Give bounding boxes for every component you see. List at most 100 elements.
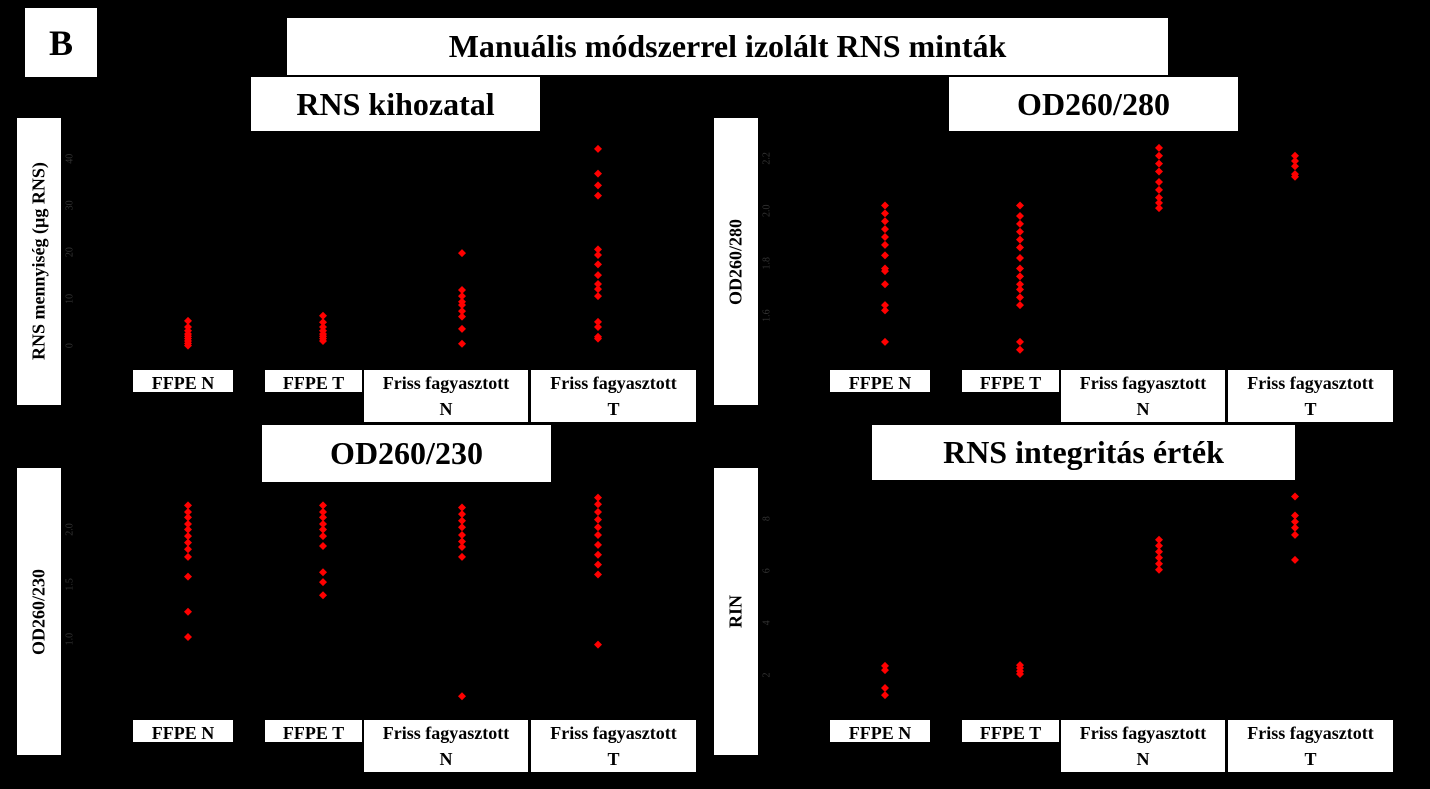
- data-point: [458, 523, 466, 532]
- data-point: [1016, 212, 1024, 221]
- x-tick-label: Friss fagyasztott T: [1228, 720, 1393, 772]
- data-point: [1016, 285, 1024, 294]
- data-point: [594, 260, 602, 269]
- data-point: [1016, 301, 1024, 310]
- y-tick-label: 2: [761, 673, 772, 678]
- data-point: [594, 317, 602, 326]
- data-point: [594, 181, 602, 190]
- data-point: [881, 233, 889, 242]
- y-tick-label: 4: [761, 620, 772, 625]
- data-point: [184, 632, 192, 641]
- data-point: [594, 250, 602, 259]
- y-tick-label: 2.2: [761, 152, 772, 165]
- data-point: [1291, 172, 1299, 181]
- data-point: [319, 507, 327, 516]
- data-point: [1155, 198, 1163, 207]
- data-point: [1016, 219, 1024, 228]
- y-tick-label: 40: [64, 154, 75, 164]
- data-point: [1155, 143, 1163, 152]
- data-point: [458, 537, 466, 546]
- data-point: [594, 540, 602, 549]
- data-point: [458, 503, 466, 512]
- data-point: [1155, 535, 1163, 544]
- data-point: [1016, 280, 1024, 289]
- data-point: [458, 312, 466, 321]
- data-point: [594, 285, 602, 294]
- y-tick-label: 1.0: [64, 633, 75, 646]
- data-point: [1155, 204, 1163, 213]
- data-point: [1155, 565, 1163, 574]
- y-tick-label: 1.6: [761, 309, 772, 322]
- data-point: [594, 493, 602, 502]
- data-point: [881, 267, 889, 276]
- data-point: [319, 501, 327, 510]
- data-point: [594, 191, 602, 200]
- data-point: [184, 341, 192, 350]
- y-tick-label: 0: [64, 343, 75, 348]
- data-point: [184, 507, 192, 516]
- data-point: [594, 550, 602, 559]
- data-point: [319, 336, 327, 345]
- data-point: [1016, 227, 1024, 236]
- y-tick-label: 20: [64, 247, 75, 257]
- data-point: [1291, 162, 1299, 171]
- panel-title: OD260/230: [262, 425, 551, 482]
- data-point: [319, 591, 327, 600]
- data-point: [1155, 547, 1163, 556]
- data-point: [1016, 345, 1024, 354]
- data-point: [458, 307, 466, 316]
- data-point: [184, 545, 192, 554]
- data-point: [1016, 243, 1024, 252]
- data-point: [184, 513, 192, 522]
- panel-title: RNS kihozatal: [251, 77, 540, 131]
- data-point: [1155, 541, 1163, 550]
- data-point: [1016, 264, 1024, 273]
- data-point: [458, 249, 466, 258]
- x-tick-label: FFPE N: [830, 720, 930, 743]
- data-point: [594, 245, 602, 254]
- data-point: [594, 560, 602, 569]
- data-point: [458, 286, 466, 295]
- data-point: [881, 225, 889, 234]
- y-tick-label: 8: [761, 516, 772, 521]
- data-point: [458, 339, 466, 348]
- data-point: [319, 318, 327, 327]
- data-point: [1016, 272, 1024, 281]
- data-point: [594, 169, 602, 178]
- data-point: [881, 280, 889, 289]
- data-point: [881, 666, 889, 675]
- x-tick-label: Friss fagyasztott N: [364, 720, 528, 772]
- data-point: [1155, 167, 1163, 176]
- data-point: [458, 324, 466, 333]
- data-point: [594, 570, 602, 579]
- y-axis-label: OD260/280: [714, 118, 758, 405]
- data-point: [458, 300, 466, 309]
- data-point: [881, 691, 889, 700]
- panel-label: B: [25, 8, 97, 77]
- data-point: [1291, 156, 1299, 165]
- data-point: [594, 322, 602, 331]
- x-tick-label: Friss fagyasztott N: [1061, 370, 1225, 422]
- data-point: [594, 500, 602, 509]
- data-point: [1155, 177, 1163, 186]
- data-point: [319, 311, 327, 320]
- data-point: [1016, 293, 1024, 302]
- y-tick-label: 6: [761, 568, 772, 573]
- data-point: [319, 532, 327, 541]
- data-point: [319, 513, 327, 522]
- x-tick-label: FFPE T: [962, 370, 1059, 393]
- x-tick-label: FFPE N: [133, 720, 233, 743]
- data-point: [594, 523, 602, 532]
- data-point: [881, 337, 889, 346]
- data-point: [881, 240, 889, 249]
- data-point: [1291, 511, 1299, 520]
- data-point: [458, 543, 466, 552]
- x-tick-label: Friss fagyasztott T: [531, 720, 696, 772]
- data-point: [1155, 151, 1163, 160]
- data-point: [458, 516, 466, 525]
- y-axis-label: RIN: [714, 468, 758, 755]
- data-point: [184, 607, 192, 616]
- y-tick-label: 2.0: [64, 523, 75, 536]
